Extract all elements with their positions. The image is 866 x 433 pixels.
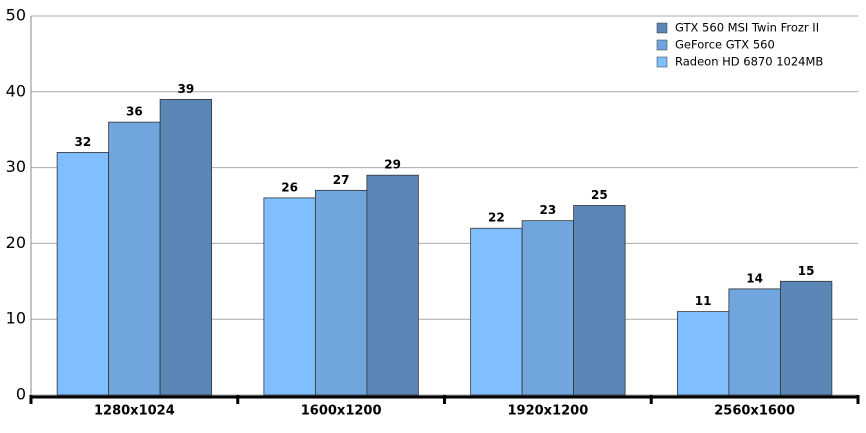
value-label: 15 — [798, 264, 815, 278]
x-tick-label: 1280x1024 — [94, 404, 175, 419]
bar — [366, 174, 419, 396]
value-label: 14 — [746, 271, 763, 285]
bar — [108, 121, 161, 396]
value-label: 32 — [75, 135, 92, 149]
bar — [470, 227, 523, 396]
bar — [314, 189, 368, 396]
bar — [263, 197, 316, 396]
value-label: 25 — [591, 188, 608, 202]
y-tick-label: 0 — [16, 385, 26, 404]
legend-swatch — [656, 56, 668, 68]
bar — [676, 311, 730, 396]
legend-swatch — [656, 22, 668, 34]
bar — [573, 205, 626, 396]
bar — [159, 98, 213, 396]
value-label: 22 — [488, 211, 505, 225]
y-tick-label: 30 — [6, 157, 26, 176]
y-tick-label: 20 — [6, 233, 26, 252]
value-label: 11 — [695, 294, 712, 308]
x-tick-label: 1600x1200 — [301, 404, 382, 419]
value-label: 26 — [281, 180, 298, 194]
bar — [521, 220, 575, 396]
bar — [56, 152, 110, 396]
legend-label: GeForce GTX 560 — [675, 38, 775, 52]
y-tick-label: 40 — [6, 81, 26, 100]
bar — [779, 280, 833, 396]
y-tick-label: 10 — [6, 309, 26, 328]
y-tick-label: 50 — [6, 6, 26, 25]
value-label: 29 — [384, 158, 401, 172]
legend-label: Radeon HD 6870 1024MB — [675, 55, 823, 69]
value-label: 23 — [540, 203, 557, 217]
bar — [728, 288, 781, 396]
legend-label: GTX 560 MSI Twin Frozr II — [675, 21, 819, 35]
value-label: 36 — [126, 105, 143, 119]
x-tick-label: 1920x1200 — [508, 404, 589, 419]
value-label: 27 — [333, 173, 350, 187]
value-label: 39 — [178, 82, 195, 96]
x-tick-label: 2560x1600 — [714, 404, 795, 419]
legend-swatch — [656, 39, 668, 51]
